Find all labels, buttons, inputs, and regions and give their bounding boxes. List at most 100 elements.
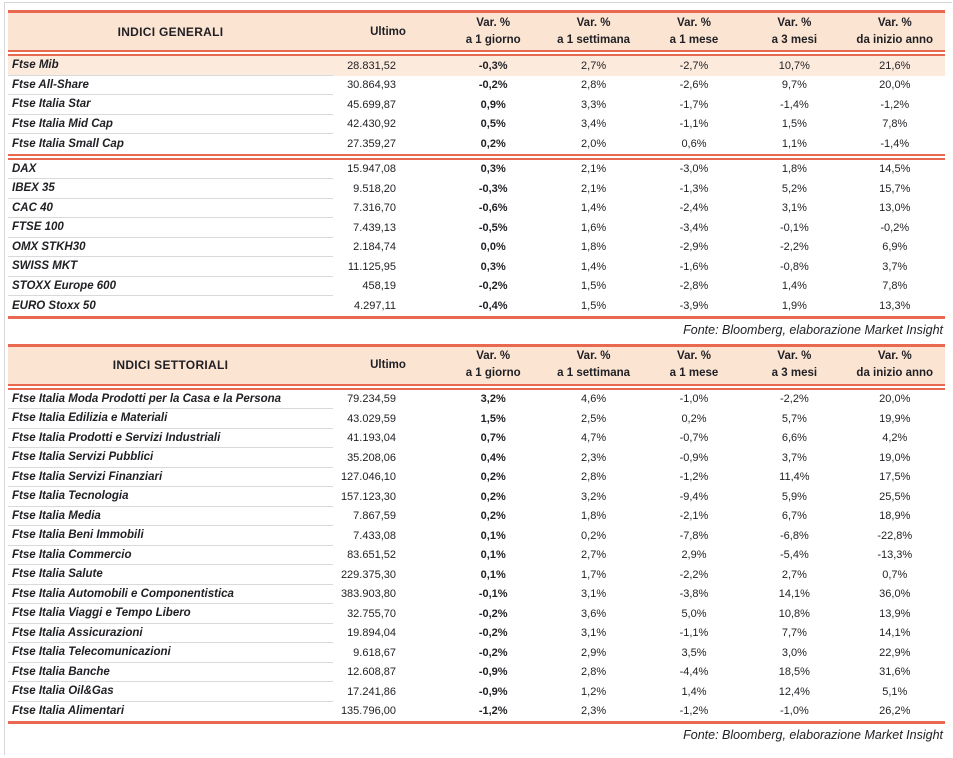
var-ytd-cell: 6,9%	[882, 241, 908, 254]
var-ytd-cell: 0,7%	[882, 568, 908, 581]
var-1-day-cell: -0,2%	[478, 607, 508, 620]
var-3-months-cell: -0,1%	[779, 221, 809, 234]
column-header-var: Var. % a 3 mesi	[744, 15, 844, 49]
index-name-cell: SWISS MKT	[8, 257, 333, 277]
var-3-months-cell: -2,2%	[779, 393, 809, 406]
var-3-months-cell: 6,6%	[781, 432, 807, 445]
var-3-months-cell: -6,8%	[779, 529, 809, 542]
var-1-month-cell: -7,8%	[679, 529, 709, 542]
var-1-week-cell: 3,4%	[581, 118, 607, 131]
var-1-month-cell: -1,0%	[679, 393, 709, 406]
var-1-week-cell: 1,7%	[581, 568, 607, 581]
var-1-day-cell: 0,2%	[480, 137, 506, 150]
indici-generali-table: INDICI GENERALI Ultimo Var. % a 1 giorno…	[8, 10, 945, 319]
var-1-month-cell: -1,1%	[679, 118, 709, 131]
var-1-week-cell: 2,8%	[581, 79, 607, 92]
var-1-week-cell: 2,8%	[581, 666, 607, 679]
var-1-week-cell: 3,3%	[581, 98, 607, 111]
last-value-cell: 17.241,86	[347, 685, 396, 698]
indici-settoriali-rows: Ftse Italia Moda Prodotti per la Casa e …	[8, 390, 945, 722]
var-1-month-cell: -2,1%	[679, 510, 709, 523]
var-1-day-cell: -0,2%	[478, 280, 508, 293]
table-row: Ftse Italia Edilizia e Materiali 43.029,…	[8, 409, 945, 429]
var-1-day-cell: -1,2%	[478, 705, 508, 718]
table-row: Ftse Italia Viaggi e Tempo Libero 32.755…	[8, 604, 945, 624]
index-name-cell: Ftse Mib	[8, 56, 333, 76]
var-header-line1: Var. %	[476, 16, 511, 29]
var-3-months-cell: 2,7%	[781, 568, 807, 581]
var-1-month-cell: -0,7%	[679, 432, 709, 445]
last-value-cell: 458,19	[362, 280, 396, 293]
var-1-month-cell: -1,6%	[679, 260, 709, 273]
index-name-cell: Ftse Italia Assicurazioni	[8, 624, 333, 643]
var-1-month-cell: -1,2%	[679, 471, 709, 484]
var-1-day-cell: 0,1%	[480, 529, 506, 542]
var-header-line2: da inizio anno	[856, 33, 934, 46]
indici-generali-rows: Ftse Mib 28.831,52 -0,3% 2,7% -2,7% 10,7…	[8, 56, 945, 316]
table-row: IBEX 35 9.518,20 -0,3% 2,1% -1,3% 5,2% 1…	[8, 179, 945, 199]
table-row: SWISS MKT 11.125,95 0,3% 1,4% -1,6% -0,8…	[8, 257, 945, 277]
var-3-months-cell: 10,8%	[778, 607, 810, 620]
index-name-cell: Ftse Italia Salute	[8, 565, 333, 585]
var-3-months-cell: 7,7%	[781, 627, 807, 640]
var-1-week-cell: 3,1%	[581, 588, 607, 601]
last-value-cell: 43.029,59	[347, 412, 396, 425]
var-1-month-cell: 2,9%	[681, 549, 707, 562]
var-3-months-cell: 1,8%	[781, 163, 807, 176]
column-header-var: Var. % a 1 giorno	[443, 348, 543, 382]
last-value-cell: 41.193,04	[347, 432, 396, 445]
var-3-months-cell: 1,4%	[781, 280, 807, 293]
index-name-cell: Ftse Italia Automobili e Componentistica	[8, 585, 333, 604]
var-1-month-cell: -3,9%	[679, 299, 709, 312]
var-1-week-cell: 3,6%	[581, 607, 607, 620]
var-1-week-cell: 1,4%	[581, 260, 607, 273]
column-header-var: Var. % da inizio anno	[845, 15, 945, 49]
last-value-cell: 229.375,30	[340, 568, 396, 581]
index-name-cell: Ftse Italia Prodotti e Servizi Industria…	[8, 429, 333, 448]
var-1-week-cell: 2,3%	[581, 451, 607, 464]
var-header-line1: Var. %	[777, 16, 812, 29]
var-ytd-cell: 13,0%	[879, 202, 911, 215]
var-1-month-cell: 1,4%	[681, 685, 707, 698]
var-1-day-cell: -0,9%	[478, 666, 508, 679]
last-value-cell: 383.903,80	[340, 588, 396, 601]
var-ytd-cell: 5,1%	[882, 685, 908, 698]
var-1-day-cell: 0,2%	[480, 510, 506, 523]
last-value-cell: 9.518,20	[353, 182, 396, 195]
column-header-var: Var. % a 1 giorno	[443, 15, 543, 49]
var-header-line2: a 1 giorno	[465, 367, 521, 379]
column-header-var: Var. % a 1 mese	[644, 348, 744, 382]
last-value-cell: 4.297,11	[353, 299, 396, 312]
table-row: Ftse Italia Automobili e Componentistica…	[8, 585, 945, 604]
index-name-cell: Ftse Italia Banche	[8, 663, 333, 682]
var-1-day-cell: 0,7%	[480, 432, 506, 445]
var-header-line1: Var. %	[777, 350, 812, 362]
table-row: Ftse Italia Star 45.699,87 0,9% 3,3% -1,…	[8, 95, 945, 115]
var-ytd-cell: 25,5%	[879, 490, 911, 503]
table-row: Ftse Italia Salute 229.375,30 0,1% 1,7% …	[8, 565, 945, 585]
var-1-month-cell: -3,0%	[679, 163, 709, 176]
var-1-week-cell: 2,1%	[581, 182, 607, 195]
var-header-line2: a 3 mesi	[771, 33, 818, 46]
column-header-ultimo: Ultimo	[370, 25, 406, 38]
var-3-months-cell: 1,1%	[781, 137, 807, 150]
var-1-day-cell: 0,4%	[480, 451, 506, 464]
var-1-week-cell: 2,9%	[581, 646, 607, 659]
source-note: Fonte: Bloomberg, elaborazione Market In…	[683, 322, 943, 337]
var-3-months-cell: 5,2%	[781, 182, 807, 195]
var-1-month-cell: -1,1%	[679, 627, 709, 640]
index-name-cell: STOXX Europe 600	[8, 277, 333, 296]
var-header-line1: Var. %	[877, 350, 912, 362]
table-row: Ftse Italia Media 7.867,59 0,2% 1,8% -2,…	[8, 507, 945, 526]
index-name-cell: Ftse Italia Viaggi e Tempo Libero	[8, 604, 333, 624]
var-1-day-cell: 0,9%	[480, 98, 506, 111]
var-ytd-cell: 4,2%	[882, 432, 908, 445]
index-name-cell: Ftse Italia Commercio	[8, 546, 333, 565]
column-header-var: Var. % a 3 mesi	[744, 348, 844, 382]
var-ytd-cell: 31,6%	[879, 666, 911, 679]
last-value-cell: 83.651,52	[347, 549, 396, 562]
var-ytd-cell: 15,7%	[879, 182, 911, 195]
var-ytd-cell: 26,2%	[879, 705, 911, 718]
last-value-cell: 27.359,27	[347, 137, 396, 150]
var-3-months-cell: 9,7%	[781, 79, 807, 92]
